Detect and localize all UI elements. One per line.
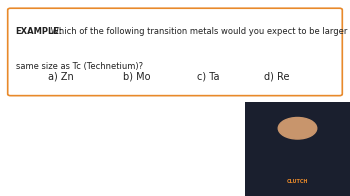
Ellipse shape: [261, 149, 334, 191]
Circle shape: [278, 117, 317, 139]
Text: EXAMPLE:: EXAMPLE:: [16, 27, 63, 36]
Text: Which of the following transition metals would you expect to be larger but are a: Which of the following transition metals…: [48, 27, 350, 36]
FancyBboxPatch shape: [8, 8, 342, 96]
Text: b) Mo: b) Mo: [123, 71, 150, 82]
Text: d) Re: d) Re: [264, 71, 289, 82]
Bar: [245, 102, 350, 196]
Text: a) Zn: a) Zn: [48, 71, 74, 82]
Text: same size as Tc (Technetium)?: same size as Tc (Technetium)?: [16, 62, 143, 71]
Text: c) Ta: c) Ta: [197, 71, 219, 82]
Text: CLUTCH: CLUTCH: [287, 179, 308, 184]
